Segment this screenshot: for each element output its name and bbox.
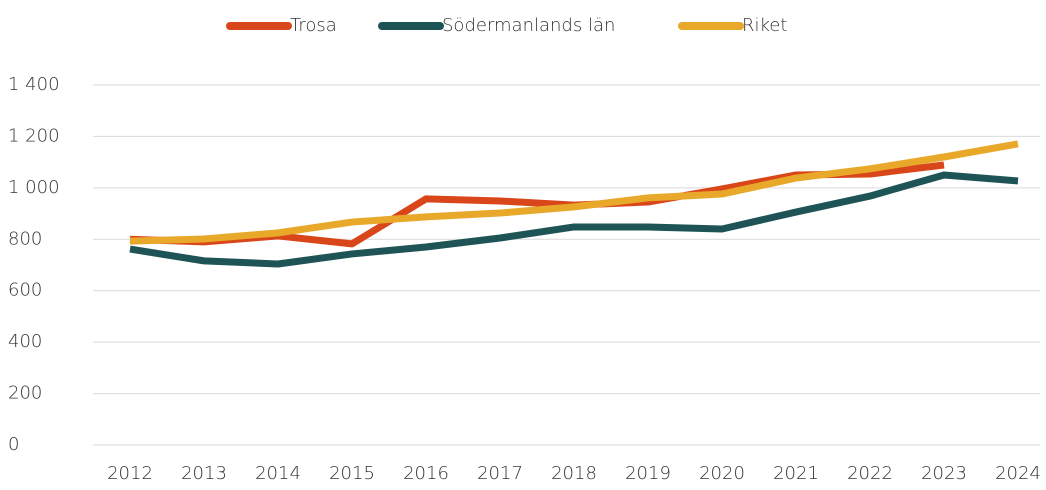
y-tick-label: 1 000 bbox=[8, 177, 60, 198]
legend-label: Trosa bbox=[290, 15, 337, 36]
legend-label: Riket bbox=[742, 15, 787, 36]
y-tick-label: 200 bbox=[8, 383, 42, 404]
x-tick-label: 2014 bbox=[255, 463, 301, 484]
x-tick-label: 2015 bbox=[329, 463, 375, 484]
y-tick-label: 0 bbox=[8, 434, 19, 455]
series-line bbox=[129, 140, 1019, 245]
x-tick-label: 2012 bbox=[107, 463, 153, 484]
x-tick-label: 2023 bbox=[921, 463, 967, 484]
x-tick-label: 2019 bbox=[625, 463, 671, 484]
x-tick-label: 2017 bbox=[477, 463, 523, 484]
series-line bbox=[129, 171, 1019, 268]
y-tick-label: 600 bbox=[8, 280, 42, 301]
x-tick-label: 2024 bbox=[995, 463, 1041, 484]
x-tick-label: 2013 bbox=[181, 463, 227, 484]
y-tick-label: 1 200 bbox=[8, 125, 60, 146]
x-tick-label: 2018 bbox=[551, 463, 597, 484]
x-tick-label: 2020 bbox=[699, 463, 745, 484]
legend-label: Södermanlands län bbox=[442, 15, 615, 36]
x-tick-label: 2022 bbox=[847, 463, 893, 484]
x-tick-label: 2021 bbox=[773, 463, 819, 484]
y-tick-label: 1 400 bbox=[8, 74, 60, 95]
y-tick-label: 400 bbox=[8, 331, 42, 352]
x-tick-label: 2016 bbox=[403, 463, 449, 484]
y-tick-label: 800 bbox=[8, 228, 42, 249]
